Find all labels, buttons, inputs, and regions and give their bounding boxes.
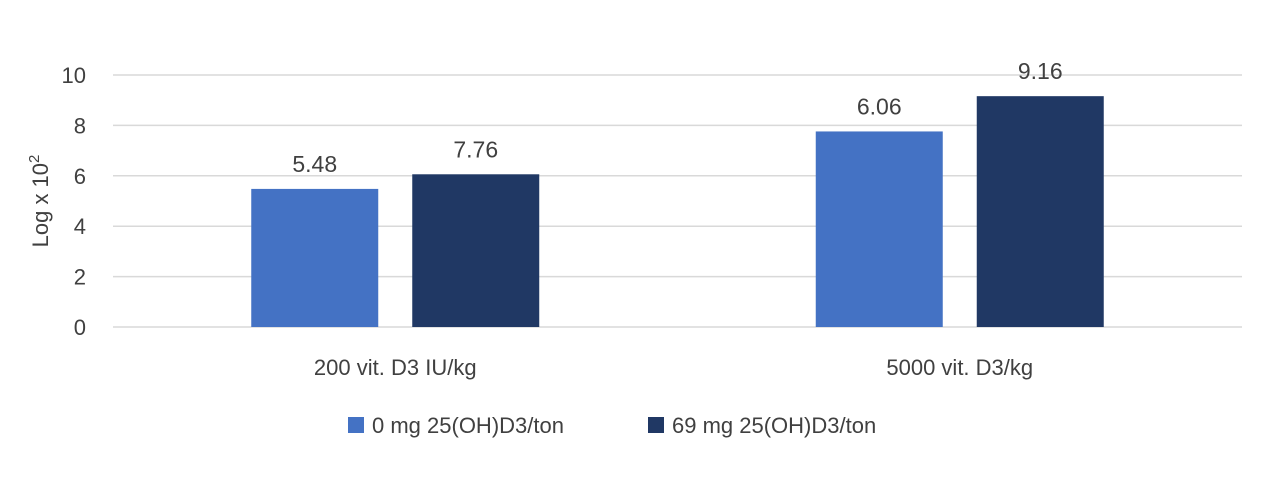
legend-label: 0 mg 25(OH)D3/ton: [372, 413, 564, 438]
data-label: 6.06: [857, 93, 902, 119]
y-tick-label: 4: [74, 214, 86, 239]
y-axis-title-superscript: 2: [26, 155, 43, 163]
legend-label: 69 mg 25(OH)D3/ton: [672, 413, 876, 438]
x-category-label: 200 vit. D3 IU/kg: [314, 355, 477, 380]
legend-swatch-2: [648, 417, 664, 433]
bar-1-2[interactable]: [815, 131, 943, 327]
data-label: 7.76: [453, 136, 498, 162]
data-label: 9.16: [1018, 58, 1063, 84]
y-tick-label: 0: [74, 315, 86, 340]
data-label: 5.48: [292, 151, 337, 177]
x-category-label: 5000 vit. D3/kg: [886, 355, 1033, 380]
y-tick-label: 8: [74, 113, 86, 138]
bar-2-2[interactable]: [976, 96, 1104, 327]
y-tick-label: 10: [62, 63, 86, 88]
y-axis-title-text: Log x 10: [28, 163, 53, 247]
legend-swatch-1: [348, 417, 364, 433]
y-axis-title: Log x 102: [26, 155, 53, 248]
y-tick-label: 6: [74, 164, 86, 189]
bar-1-1[interactable]: [251, 188, 379, 327]
bar-2-1[interactable]: [412, 174, 540, 327]
y-tick-label: 2: [74, 265, 86, 290]
